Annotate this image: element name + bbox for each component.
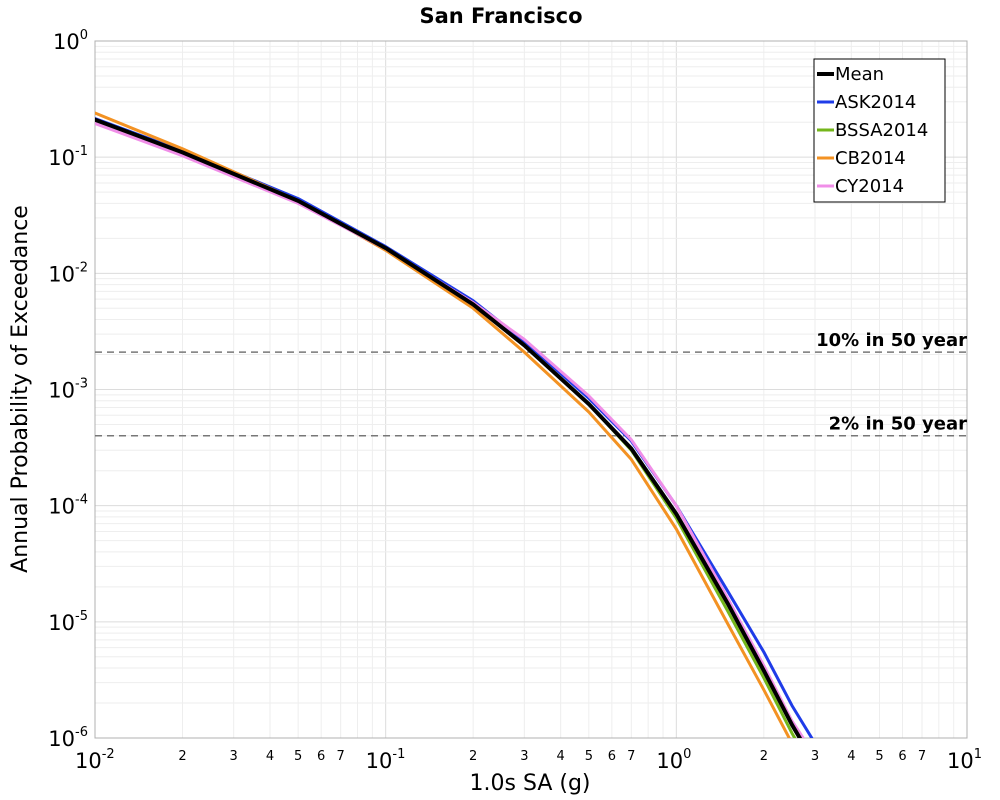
x-minor-tick-label: 6 — [898, 749, 906, 764]
x-minor-tick-label: 6 — [317, 749, 325, 764]
y-major-tick-label: 100 — [53, 28, 88, 54]
y-major-tick-label: 10-6 — [48, 725, 88, 751]
legend: Mean ASK2014 BSSA2014 CB2014 CY2014 — [813, 58, 946, 203]
x-minor-tick-label: 6 — [608, 749, 616, 764]
x-major-tick-label: 101 — [947, 747, 982, 773]
x-minor-tick-label: 2 — [178, 749, 186, 764]
x-minor-tick-label: 7 — [918, 749, 926, 764]
series-line-cy2014 — [95, 122, 805, 738]
x-minor-tick-label: 2 — [760, 749, 768, 764]
legend-box — [813, 58, 946, 203]
x-minor-tick-label: 7 — [627, 749, 635, 764]
reference-line-label: 10% in 50 year — [816, 330, 967, 351]
chart-title: San Francisco — [419, 4, 582, 28]
y-major-tick-label: 10-1 — [48, 144, 88, 170]
series-lines — [95, 111, 814, 738]
plot-frame — [94, 40, 968, 739]
x-major-tick-label: 10-1 — [366, 747, 406, 773]
x-minor-tick-label: 5 — [875, 749, 883, 764]
y-major-tick-label: 10-3 — [48, 377, 88, 403]
x-minor-tick-label: 4 — [557, 749, 565, 764]
legend-label-bssa2014: BSSA2014 — [835, 120, 928, 141]
x-minor-tick-label: 3 — [811, 749, 819, 764]
x-major-tick-label: 100 — [656, 747, 691, 773]
series-line-cb2014 — [95, 111, 791, 738]
reference-line-label: 2% in 50 year — [829, 414, 967, 435]
x-minor-tick-label: 7 — [337, 749, 345, 764]
x-minor-tick-label: 3 — [230, 749, 238, 764]
x-minor-tick-label: 4 — [266, 749, 274, 764]
tick-labels: 10-2 10-1 100 101 100 10-1 10-2 10-3 10-4 10-5 10-… — [48, 28, 982, 773]
legend-label-cb2014: CB2014 — [835, 148, 906, 169]
legend-label-mean: Mean — [835, 64, 884, 85]
x-minor-tick-label: 5 — [294, 749, 302, 764]
x-axis-label: 1.0s SA (g) — [470, 771, 591, 796]
x-minor-tick-label: 3 — [520, 749, 528, 764]
y-axis-label: Annual Probability of Exceedance — [8, 205, 33, 573]
x-minor-tick-label: 5 — [585, 749, 593, 764]
grid — [94, 41, 967, 739]
x-major-tick-label: 10-2 — [75, 747, 115, 773]
x-minor-tick-label: 4 — [847, 749, 855, 764]
series-line-ask2014 — [95, 117, 814, 738]
legend-label-ask2014: ASK2014 — [835, 92, 916, 113]
legend-label-cy2014: CY2014 — [835, 176, 904, 197]
y-major-tick-label: 10-2 — [48, 260, 88, 286]
series-line-mean — [95, 117, 803, 738]
y-major-tick-label: 10-5 — [48, 609, 88, 635]
x-minor-tick-label: 2 — [469, 749, 477, 764]
y-major-tick-label: 10-4 — [48, 493, 88, 519]
